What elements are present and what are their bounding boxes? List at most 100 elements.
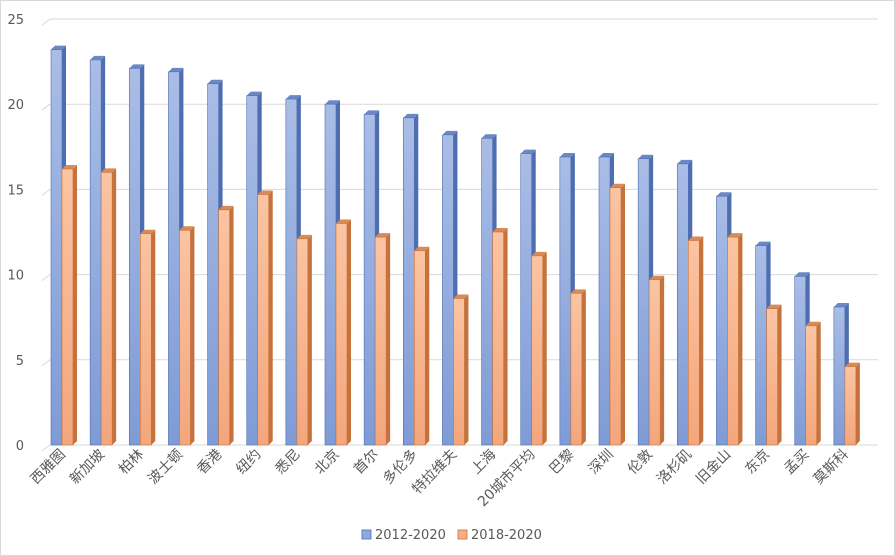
bar-side	[73, 164, 77, 445]
legend-label: 2012-2020	[375, 528, 446, 543]
x-category-label: 上海	[468, 447, 499, 478]
bar-side	[816, 321, 821, 445]
bar-2018-2020	[453, 294, 469, 446]
bar-2018-2020	[844, 362, 860, 446]
legend-swatch-2018-2020	[457, 529, 468, 540]
bar-top	[531, 251, 547, 256]
bar-top	[755, 241, 771, 246]
bar-2018-2020	[100, 168, 117, 446]
bar-top	[90, 55, 106, 60]
bar-front	[218, 209, 230, 446]
bar-front	[727, 236, 739, 446]
bar-front	[285, 98, 298, 446]
bar-top	[520, 149, 536, 154]
x-category-label: 新加坡	[67, 447, 108, 488]
bar-side	[112, 168, 117, 446]
y-tick-label: 5	[16, 354, 24, 369]
bar-2018-2020	[492, 228, 508, 446]
bar-top	[62, 164, 77, 169]
bar-side	[699, 236, 704, 445]
y-tick-label: 25	[7, 13, 24, 28]
bar-2018-2020	[218, 205, 234, 446]
x-category-label: 首尔	[351, 447, 382, 478]
bar-front	[246, 95, 259, 446]
bar-top	[766, 304, 782, 309]
bar-side	[307, 234, 312, 445]
bar-top	[570, 289, 586, 294]
x-category-label: 西雅图	[28, 447, 69, 488]
legend-swatch-2012-2020	[361, 529, 372, 540]
bar-front	[324, 103, 337, 446]
bar-side	[621, 183, 625, 446]
bar-side	[855, 362, 860, 445]
bar-front	[755, 245, 767, 446]
x-category-label: 伦敦	[625, 447, 656, 478]
bar-top	[257, 190, 273, 195]
bar-top	[481, 134, 497, 139]
bar-front	[100, 172, 113, 446]
bar-front	[609, 187, 622, 446]
x-category-label: 深圳	[586, 447, 617, 478]
bar-top	[716, 192, 732, 197]
bar-side	[503, 228, 508, 445]
bar-2018-2020	[413, 246, 430, 446]
bar-top	[844, 362, 860, 367]
bar-top	[179, 226, 195, 231]
bar-front	[833, 306, 846, 446]
x-category-label: 洛杉矶	[654, 447, 695, 488]
bar-top	[168, 67, 184, 72]
bar-side	[738, 233, 743, 445]
bar-2018-2020	[374, 233, 391, 446]
bar-front	[402, 117, 415, 446]
x-category-label: 柏林	[116, 447, 147, 478]
bar-top	[375, 233, 391, 238]
bar-2018-2020	[335, 219, 351, 446]
x-category-label: 波士顿	[145, 447, 186, 488]
bar-top	[246, 91, 262, 96]
bar-front	[492, 231, 504, 446]
bar-top	[649, 275, 665, 280]
bar-top	[453, 294, 469, 299]
bar-side	[229, 205, 234, 445]
bar-2018-2020	[531, 251, 547, 446]
bar-2018-2020	[805, 321, 821, 446]
bar-top	[610, 183, 625, 188]
x-category-label: 莫斯科	[811, 447, 852, 488]
bar-side	[542, 251, 547, 445]
bar-front	[531, 255, 544, 446]
bar-top	[559, 153, 575, 158]
bar-front	[805, 325, 818, 446]
bar-side	[777, 304, 782, 445]
bar-front	[687, 240, 700, 446]
bar-front	[637, 158, 650, 446]
x-category-label: 东京	[742, 447, 773, 478]
bar-top	[414, 246, 430, 251]
bar-2018-2020	[296, 234, 312, 446]
bar-front	[716, 195, 728, 446]
bar-front	[598, 156, 611, 446]
y-tick-label: 0	[16, 439, 24, 454]
gridline-stub	[41, 274, 51, 282]
bar-2018-2020	[257, 190, 273, 446]
x-category-label: 巴黎	[547, 447, 578, 478]
bar-top	[364, 110, 380, 115]
bar-side	[151, 229, 156, 445]
x-category-label: 纽约	[233, 447, 264, 478]
bar-top	[325, 100, 340, 105]
bar-front	[363, 114, 376, 446]
bar-front	[648, 279, 661, 446]
bar-front	[89, 59, 102, 446]
bar-top	[677, 159, 693, 164]
gridline-stub	[41, 359, 51, 367]
bar-front	[168, 71, 180, 446]
bar-side	[464, 294, 469, 445]
bar-front	[413, 250, 426, 446]
bar-side	[425, 246, 430, 445]
x-category-label: 北京	[312, 447, 343, 478]
bar-front	[442, 134, 454, 446]
y-tick-label: 10	[7, 269, 24, 284]
bar-top	[688, 236, 704, 241]
bar-front	[296, 238, 309, 446]
bar-front	[257, 194, 270, 446]
